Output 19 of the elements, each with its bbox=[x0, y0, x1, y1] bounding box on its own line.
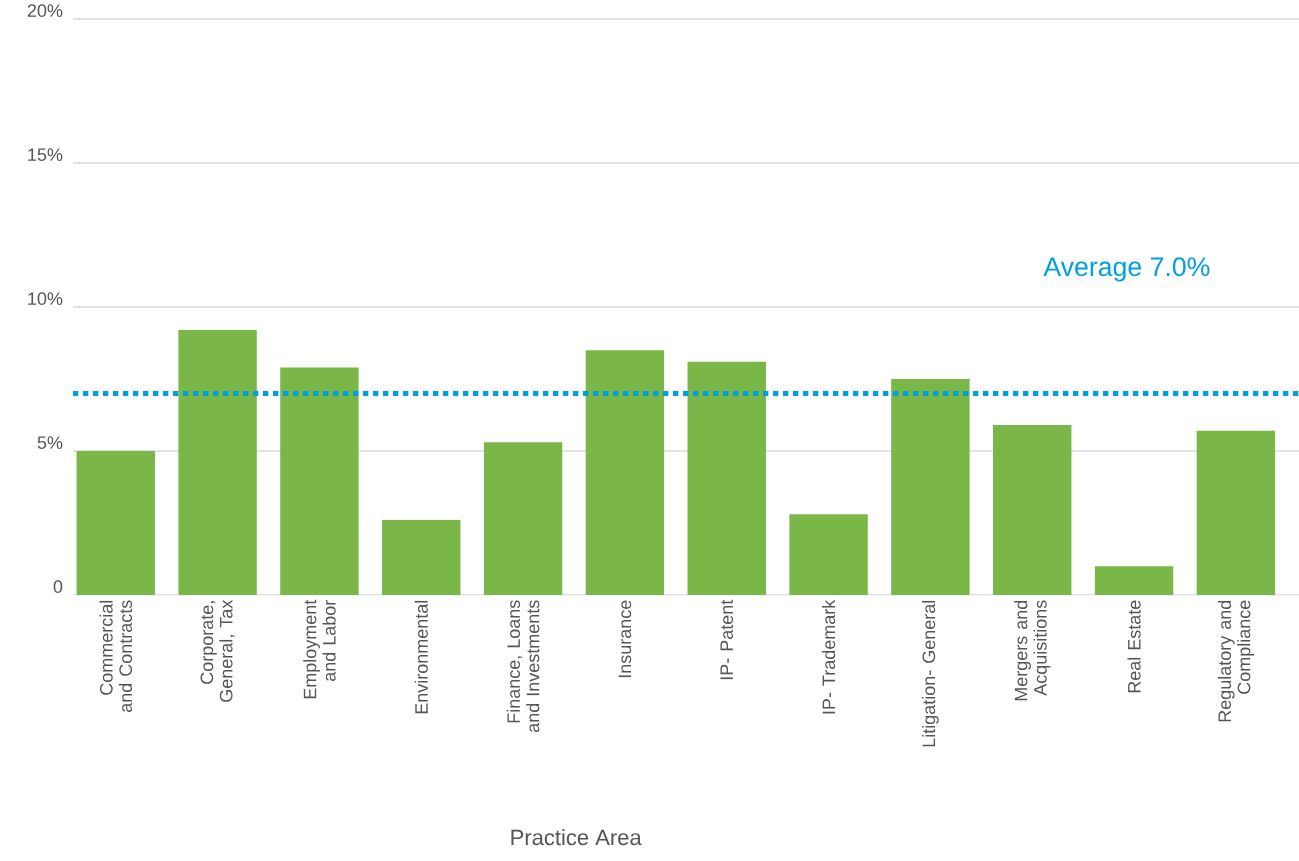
x-tick-label: Real Estate bbox=[1127, 600, 1141, 693]
x-tick-label: Corporate, General, Tax bbox=[200, 599, 235, 702]
x-tick-label: Litigation- General bbox=[922, 600, 939, 747]
x-tick-label: Employment and Labor bbox=[303, 599, 336, 699]
y-tick-label: 0 bbox=[53, 580, 63, 593]
x-tick-label: Regulatory and Compliance bbox=[1217, 600, 1254, 722]
y-tick-label: 10% bbox=[28, 292, 63, 305]
x-tick-label: Insurance bbox=[618, 600, 632, 678]
y-tick-label: 15% bbox=[28, 148, 63, 161]
x-axis-title: Practice Area bbox=[511, 829, 642, 846]
y-tick-label: 5% bbox=[37, 436, 63, 449]
x-tick-label: Finance, Loans and Investments bbox=[506, 600, 540, 733]
x-tick-label: Commercial and Contracts bbox=[99, 600, 133, 712]
y-tick-label: 20% bbox=[27, 4, 63, 17]
x-tick-label: IP- Trademark bbox=[821, 599, 836, 714]
x-tick-label: Environmental bbox=[414, 600, 428, 714]
x-tick-label: Mergers and Acquisitions bbox=[1014, 600, 1051, 701]
ref-line-label: Average 7.0% bbox=[1043, 257, 1210, 282]
x-tick-label: IP- Patent bbox=[720, 599, 734, 680]
